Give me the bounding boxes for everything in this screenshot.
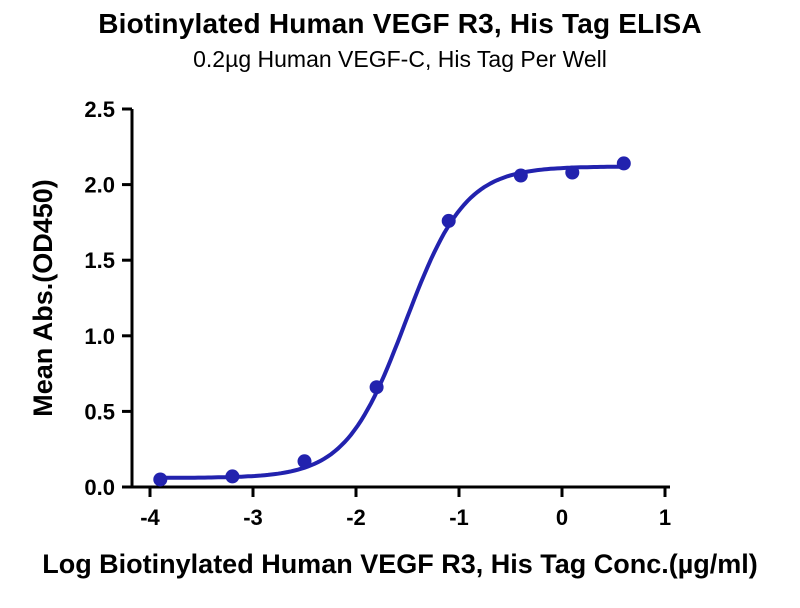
y-tick-label: 2.0 bbox=[84, 173, 115, 198]
y-axis-label: Mean Abs.(OD450) bbox=[28, 179, 58, 417]
data-point bbox=[441, 213, 456, 228]
x-tick-label: -2 bbox=[346, 505, 366, 530]
fit-curve bbox=[156, 164, 626, 480]
y-tick-label: 1.5 bbox=[84, 248, 115, 273]
data-point bbox=[297, 454, 312, 469]
elisa-curve-chart: 0.0 0.5 1.0 1.5 2.0 2.5 -4 -3 -2 -1 0 1 Mean Abs.(OD… bbox=[28, 97, 758, 579]
x-tick-label: 1 bbox=[659, 505, 671, 530]
data-point bbox=[616, 156, 631, 171]
x-axis-label: Log Biotinylated Human VEGF R3, His Tag … bbox=[42, 549, 758, 579]
chart-title: Biotinylated Human VEGF R3, His Tag ELIS… bbox=[98, 8, 702, 39]
y-tick-label: 1.0 bbox=[84, 324, 115, 349]
data-point bbox=[565, 165, 580, 180]
data-point bbox=[369, 380, 384, 395]
data-point bbox=[513, 168, 528, 183]
data-point bbox=[153, 472, 168, 487]
x-tick-label: -4 bbox=[140, 505, 160, 530]
x-tick-label: -1 bbox=[449, 505, 469, 530]
y-tick-label: 0.5 bbox=[84, 399, 115, 424]
data-point bbox=[225, 469, 240, 484]
y-tick-label: 2.5 bbox=[84, 97, 115, 122]
chart-header: Biotinylated Human VEGF R3, His Tag ELIS… bbox=[0, 8, 800, 73]
chart-subtitle: 0.2µg Human VEGF-C, His Tag Per Well bbox=[193, 46, 607, 72]
x-tick-label: -3 bbox=[243, 505, 263, 530]
x-tick-label: 0 bbox=[556, 505, 568, 530]
y-tick-label: 0.0 bbox=[84, 475, 115, 500]
